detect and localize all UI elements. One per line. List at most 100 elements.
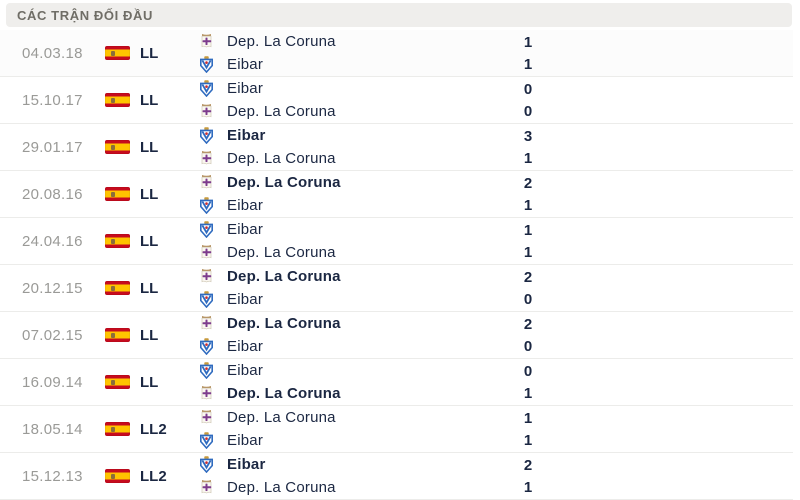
match-date: 18.05.14 — [22, 420, 83, 438]
match-row[interactable]: 15.10.17 LL Eibar Dep. La Coruna 0 0 — [0, 77, 793, 124]
away-team-name: Eibar — [227, 291, 264, 308]
spain-flag-icon — [105, 140, 130, 154]
flag-crest — [111, 145, 115, 150]
match-date: 20.08.16 — [22, 185, 83, 203]
teams-column: Eibar Dep. La Coruna — [195, 453, 336, 499]
spain-flag-icon — [105, 375, 130, 389]
away-team-name: Eibar — [227, 432, 264, 449]
teams-column: Eibar Dep. La Coruna — [195, 359, 341, 405]
section-header: CÁC TRẬN ĐỐI ĐẦU — [6, 3, 792, 27]
eibar-crest-icon — [199, 56, 214, 74]
league-label: LL — [140, 91, 159, 109]
flag-crest — [111, 239, 115, 244]
deportivo-crest-icon — [199, 103, 214, 120]
match-date: 16.09.14 — [22, 373, 83, 391]
away-team-line: Dep. La Coruna — [199, 382, 341, 405]
home-team-name: Dep. La Coruna — [227, 33, 336, 50]
home-team-name: Eibar — [227, 456, 266, 473]
match-date: 15.10.17 — [22, 91, 83, 109]
league-label: LL — [140, 138, 159, 156]
away-team-line: Dep. La Coruna — [199, 241, 336, 264]
deportivo-crest-icon — [199, 315, 214, 332]
away-score: 0 — [523, 103, 533, 120]
match-date: 24.04.16 — [22, 232, 83, 250]
league-label: LL — [140, 232, 159, 250]
home-score: 2 — [523, 457, 533, 474]
league-label: LL — [140, 279, 159, 297]
away-team-name: Dep. La Coruna — [227, 103, 336, 120]
away-score: 0 — [523, 338, 533, 355]
spain-flag-icon — [105, 328, 130, 342]
teams-column: Eibar Dep. La Coruna — [195, 124, 336, 170]
home-team-name: Eibar — [227, 362, 264, 379]
flag-crest — [111, 51, 115, 56]
league-label: LL — [140, 326, 159, 344]
deportivo-crest-icon — [199, 33, 214, 50]
deportivo-crest-icon — [199, 409, 214, 426]
eibar-crest-icon — [199, 456, 214, 474]
home-team-name: Dep. La Coruna — [227, 315, 341, 332]
section-title: CÁC TRẬN ĐỐI ĐẦU — [17, 7, 153, 23]
match-row[interactable]: 18.05.14 LL2 Dep. La Coruna Eibar 1 1 — [0, 406, 793, 453]
deportivo-crest-icon — [199, 385, 214, 402]
match-row[interactable]: 24.04.16 LL Eibar Dep. La Coruna 1 1 — [0, 218, 793, 265]
eibar-crest-icon — [199, 80, 214, 98]
home-team-name: Dep. La Coruna — [227, 174, 341, 191]
deportivo-crest-icon — [199, 244, 214, 261]
teams-column: Dep. La Coruna Eibar — [195, 406, 336, 452]
deportivo-crest-icon — [199, 268, 214, 285]
away-team-line: Eibar — [199, 288, 341, 311]
deportivo-crest-icon — [199, 150, 214, 167]
match-row[interactable]: 29.01.17 LL Eibar Dep. La Coruna 3 1 — [0, 124, 793, 171]
league-label: LL — [140, 185, 159, 203]
spain-flag-icon — [105, 422, 130, 436]
match-row[interactable]: 04.03.18 LL Dep. La Coruna Eibar 1 1 — [0, 30, 793, 77]
home-score: 2 — [523, 316, 533, 333]
away-score: 1 — [523, 197, 533, 214]
away-team-line: Eibar — [199, 335, 341, 358]
home-team-line: Dep. La Coruna — [199, 171, 341, 194]
flag-crest — [111, 286, 115, 291]
home-team-line: Eibar — [199, 453, 336, 476]
teams-column: Dep. La Coruna Eibar — [195, 312, 341, 358]
match-date: 20.12.15 — [22, 279, 83, 297]
match-row[interactable]: 15.12.13 LL2 Eibar Dep. La Coruna 2 1 — [0, 453, 793, 500]
deportivo-crest-icon — [199, 479, 214, 496]
home-team-name: Eibar — [227, 80, 264, 97]
away-score: 1 — [523, 432, 533, 449]
deportivo-crest-icon — [199, 174, 214, 191]
league-label: LL — [140, 44, 159, 62]
eibar-crest-icon — [199, 291, 214, 309]
away-team-line: Dep. La Coruna — [199, 476, 336, 499]
home-team-name: Eibar — [227, 127, 266, 144]
away-score: 0 — [523, 291, 533, 308]
away-team-line: Dep. La Coruna — [199, 100, 336, 123]
match-row[interactable]: 20.12.15 LL Dep. La Coruna Eibar 2 0 — [0, 265, 793, 312]
away-team-name: Eibar — [227, 56, 264, 73]
eibar-crest-icon — [199, 197, 214, 215]
home-score: 1 — [523, 222, 533, 239]
match-row[interactable]: 07.02.15 LL Dep. La Coruna Eibar 2 0 — [0, 312, 793, 359]
spain-flag-icon — [105, 187, 130, 201]
away-score: 1 — [523, 385, 533, 402]
league-label: LL2 — [140, 467, 167, 485]
home-score: 2 — [523, 175, 533, 192]
teams-column: Dep. La Coruna Eibar — [195, 30, 336, 76]
league-label: LL — [140, 373, 159, 391]
eibar-crest-icon — [199, 127, 214, 145]
spain-flag-icon — [105, 46, 130, 60]
spain-flag-icon — [105, 469, 130, 483]
match-row[interactable]: 16.09.14 LL Eibar Dep. La Coruna 0 1 — [0, 359, 793, 406]
away-team-line: Eibar — [199, 194, 341, 217]
match-row[interactable]: 20.08.16 LL Dep. La Coruna Eibar 2 1 — [0, 171, 793, 218]
flag-crest — [111, 333, 115, 338]
spain-flag-icon — [105, 234, 130, 248]
match-list: 04.03.18 LL Dep. La Coruna Eibar 1 1 15.10.17 L… — [0, 30, 793, 500]
home-team-line: Dep. La Coruna — [199, 312, 341, 335]
home-score: 3 — [523, 128, 533, 145]
eibar-crest-icon — [199, 432, 214, 450]
home-score: 0 — [523, 363, 533, 380]
match-date: 29.01.17 — [22, 138, 83, 156]
eibar-crest-icon — [199, 362, 214, 380]
